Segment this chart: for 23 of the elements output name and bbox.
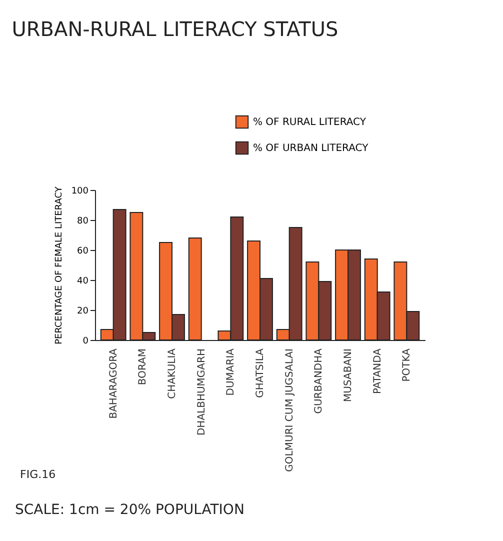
y-tick-label: 40 [77,276,89,286]
y-tick-label: 0 [82,336,89,346]
x-tick-label: PATANDA [372,348,384,394]
x-tick-label: GHATSILA [255,348,266,398]
y-axis-title: PERCENTAGE OF FEMALE LITERACY [54,186,64,344]
x-tick-label: POTKA [402,348,413,382]
y-tick-label: 80 [77,216,89,226]
x-tick-label: DHALBHUMGARH [196,348,208,436]
y-tick-label: 100 [71,186,89,196]
x-tick-label: GURBANDHA [314,348,325,414]
y-tick-label: 60 [77,246,89,256]
x-tick-label: GOLMURI CUM JUGSALAI [284,348,296,472]
x-tick-label: BAHARAGORA [108,348,120,419]
caption: FIG.16 [20,468,56,481]
y-tick-label: 20 [77,306,89,316]
text: SCALE: 1cm = 20% POPULATION [15,502,244,518]
x-tick-label: DUMARIA [226,348,237,396]
legend-label: % OF URBAN LITERACY [253,143,370,154]
x-tick-label: MUSABANI [343,348,354,402]
x-tick-label: BORAM [138,348,149,386]
chart-title: URBAN-RURAL LITERACY STATUS [12,17,338,41]
x-tick-label: CHAKULIA [167,348,178,399]
legend-label: % OF RURAL LITERACY [253,117,367,128]
